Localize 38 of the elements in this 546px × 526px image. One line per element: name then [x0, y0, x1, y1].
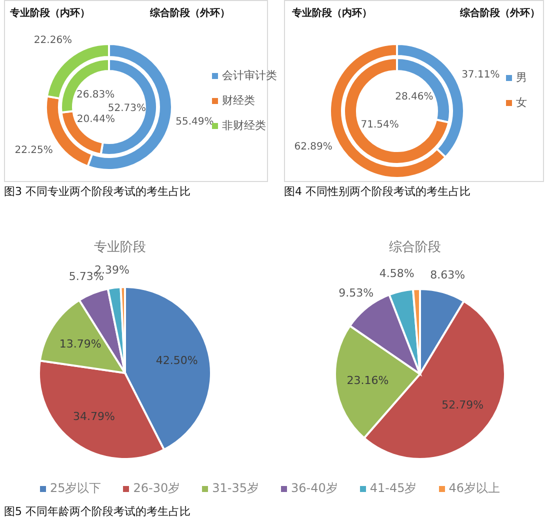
caption: 图4 不同性别两个阶段考试的考生占比	[284, 184, 470, 199]
data-label: 71.54%	[360, 119, 399, 130]
data-label: 8.63%	[430, 268, 466, 282]
legend-label: 26-30岁	[133, 480, 180, 497]
data-label: 20.44%	[76, 114, 115, 125]
caption: 图3 不同专业两个阶段考试的考生占比	[4, 184, 190, 199]
legend-label: 25岁以下	[50, 480, 102, 497]
text: 专业阶段（内环）	[10, 6, 90, 20]
legend-label: 41-45岁	[370, 480, 417, 497]
data-label: 52.73%	[108, 103, 146, 114]
data-label: 13.79%	[59, 337, 102, 350]
slice-label: 综合阶段	[388, 239, 442, 256]
data-label: 4.58%	[379, 267, 414, 280]
legend-label: 36-40岁	[291, 480, 338, 497]
legend-label: 31-35岁	[212, 480, 259, 497]
legend-label: 会计审计类	[222, 68, 277, 83]
legend-label: 46岁以上	[448, 480, 500, 497]
data-label: 22.26%	[34, 34, 72, 46]
data-label: 52.79%	[442, 398, 484, 412]
data-label: 62.89%	[294, 141, 332, 152]
legend-label: 财经类	[222, 93, 255, 108]
data-label: 23.16%	[346, 374, 389, 388]
data-label: 42.50%	[156, 354, 198, 368]
data-label: 22.25%	[14, 145, 53, 156]
slice-label: 专业阶段	[93, 239, 147, 256]
legend-label: 非财经类	[222, 118, 266, 133]
text: 专业阶段（内环）	[292, 6, 372, 20]
legend-label: 女	[516, 95, 527, 110]
data-label: 55.49%	[176, 116, 214, 128]
text: 综合阶段（外环）	[150, 6, 230, 20]
data-label: 9.53%	[338, 286, 374, 300]
data-label: 34.79%	[72, 410, 115, 423]
text: 综合阶段（外环）	[460, 6, 540, 20]
caption: 图5 不同年龄两个阶段考试的考生占比	[4, 504, 190, 519]
data-label: 28.46%	[395, 92, 434, 103]
legend-label: 男	[516, 70, 527, 85]
data-label: 37.11%	[462, 70, 500, 81]
data-label: 26.83%	[76, 90, 115, 101]
